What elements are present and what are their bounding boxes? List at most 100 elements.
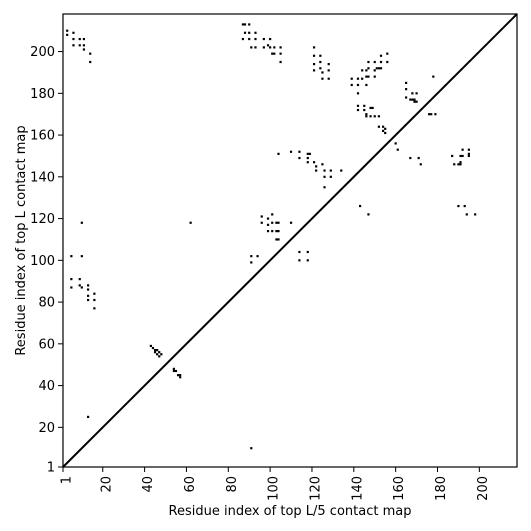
contact-point bbox=[419, 163, 422, 166]
y-axis-label: Residue index of top L contact map bbox=[14, 125, 29, 355]
contact-point bbox=[153, 351, 157, 354]
contact-point bbox=[457, 163, 460, 166]
x-tick-label: 20 bbox=[99, 476, 114, 493]
contact-point bbox=[356, 104, 360, 107]
contact-point bbox=[254, 37, 257, 41]
plot-area bbox=[62, 13, 518, 468]
contact-point bbox=[262, 46, 265, 49]
contact-point bbox=[377, 125, 381, 128]
contact-point bbox=[365, 115, 368, 118]
contact-point bbox=[321, 163, 324, 166]
contact-point bbox=[82, 44, 86, 47]
contact-point bbox=[172, 367, 175, 370]
y-tick-label: 160 bbox=[30, 129, 55, 144]
contact-point bbox=[467, 154, 470, 158]
y-tick-label: 60 bbox=[38, 337, 55, 352]
x-axis-label: Residue index of top L/5 contact map bbox=[169, 504, 412, 519]
contact-point bbox=[461, 148, 464, 151]
contact-point bbox=[386, 52, 389, 55]
contact-point bbox=[158, 351, 161, 354]
contact-point bbox=[269, 46, 272, 49]
contact-point bbox=[273, 46, 276, 49]
y-tick-label: 180 bbox=[30, 87, 55, 102]
contact-point bbox=[306, 259, 309, 262]
contact-point bbox=[361, 77, 364, 80]
contact-point bbox=[87, 415, 90, 418]
contact-point bbox=[266, 217, 270, 220]
contact-point bbox=[66, 29, 69, 32]
contact-point bbox=[379, 54, 383, 57]
contact-point bbox=[277, 230, 280, 233]
contact-point bbox=[459, 161, 462, 164]
contact-point bbox=[356, 77, 360, 80]
contact-point bbox=[308, 152, 311, 155]
contact-point bbox=[80, 221, 83, 224]
contact-point bbox=[78, 278, 81, 281]
contact-point bbox=[323, 169, 326, 172]
contact-point bbox=[266, 44, 270, 47]
contact-point bbox=[306, 156, 309, 160]
contact-point bbox=[262, 37, 265, 41]
contact-point bbox=[367, 213, 370, 216]
contact-point bbox=[277, 152, 280, 155]
contact-point bbox=[365, 75, 368, 78]
contact-point bbox=[363, 108, 366, 112]
contact-point bbox=[415, 100, 418, 103]
contact-point bbox=[315, 165, 318, 168]
contact-point bbox=[271, 52, 274, 55]
contact-point bbox=[394, 142, 397, 145]
contact-point bbox=[241, 23, 245, 26]
contact-point bbox=[248, 31, 251, 34]
contact-point bbox=[350, 77, 353, 80]
contact-point bbox=[269, 37, 272, 41]
x-tick-label: 40 bbox=[141, 476, 156, 493]
contact-point bbox=[273, 52, 276, 55]
contact-point bbox=[250, 46, 253, 49]
contact-point bbox=[409, 98, 412, 101]
contact-points bbox=[66, 23, 477, 450]
contact-point bbox=[434, 113, 437, 116]
contact-point bbox=[158, 355, 161, 358]
y-tick-label: 80 bbox=[38, 296, 55, 311]
contact-point bbox=[87, 294, 90, 297]
contact-point bbox=[277, 238, 280, 241]
contact-point bbox=[298, 259, 301, 262]
contact-point bbox=[78, 44, 81, 47]
contact-point bbox=[306, 250, 309, 254]
contact-point bbox=[179, 376, 182, 379]
x-tick-label: 100 bbox=[267, 476, 282, 501]
contact-point bbox=[312, 69, 316, 72]
contact-point bbox=[298, 156, 301, 160]
contact-point bbox=[72, 37, 75, 41]
x-tick-label: 60 bbox=[183, 476, 198, 493]
contact-point bbox=[371, 106, 374, 110]
contact-point bbox=[463, 204, 466, 208]
contact-point bbox=[367, 60, 370, 64]
contact-point bbox=[271, 221, 274, 224]
contact-point bbox=[430, 113, 433, 116]
contact-point bbox=[312, 63, 316, 66]
contact-point bbox=[93, 307, 96, 310]
contact-point bbox=[459, 163, 462, 166]
contact-point bbox=[373, 69, 376, 72]
contact-point bbox=[377, 115, 381, 118]
contact-point bbox=[315, 169, 318, 172]
contact-point bbox=[78, 37, 81, 41]
contact-point bbox=[275, 230, 278, 233]
contact-point bbox=[87, 284, 90, 287]
contact-point bbox=[243, 23, 247, 26]
contact-point bbox=[254, 46, 257, 49]
contact-point bbox=[356, 108, 360, 112]
contact-point bbox=[373, 60, 376, 64]
contact-point bbox=[369, 106, 372, 110]
contact-point bbox=[250, 447, 253, 450]
contact-point bbox=[327, 69, 330, 72]
y-tick-label: 40 bbox=[38, 379, 55, 394]
contact-point bbox=[306, 152, 309, 155]
contact-point bbox=[465, 213, 468, 216]
x-tick-label: 140 bbox=[350, 476, 365, 501]
y-tick-label: 1 bbox=[47, 461, 55, 476]
contact-point bbox=[373, 115, 376, 118]
contact-point bbox=[405, 96, 408, 99]
